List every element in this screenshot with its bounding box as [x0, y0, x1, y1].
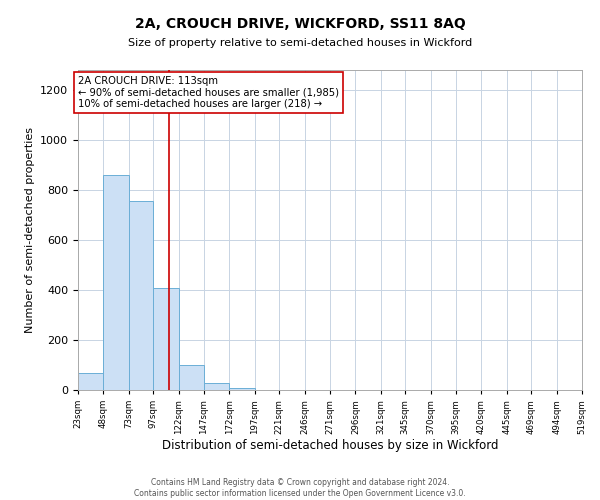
Bar	[129, 201, 153, 390]
Bar	[179, 365, 204, 390]
X-axis label: Distribution of semi-detached houses by size in Wickford: Distribution of semi-detached houses by …	[162, 440, 498, 452]
Bar	[204, 383, 229, 390]
Bar	[78, 372, 103, 390]
Text: 2A CROUCH DRIVE: 113sqm
← 90% of semi-detached houses are smaller (1,985)
10% of: 2A CROUCH DRIVE: 113sqm ← 90% of semi-de…	[78, 76, 339, 110]
Text: 2A, CROUCH DRIVE, WICKFORD, SS11 8AQ: 2A, CROUCH DRIVE, WICKFORD, SS11 8AQ	[134, 18, 466, 32]
Y-axis label: Number of semi-detached properties: Number of semi-detached properties	[25, 127, 35, 333]
Bar	[103, 175, 129, 390]
Bar	[153, 288, 179, 390]
Text: Contains public sector information licensed under the Open Government Licence v3: Contains public sector information licen…	[134, 490, 466, 498]
Text: Contains HM Land Registry data © Crown copyright and database right 2024.: Contains HM Land Registry data © Crown c…	[151, 478, 449, 487]
Bar	[229, 388, 255, 390]
Text: Size of property relative to semi-detached houses in Wickford: Size of property relative to semi-detach…	[128, 38, 472, 48]
